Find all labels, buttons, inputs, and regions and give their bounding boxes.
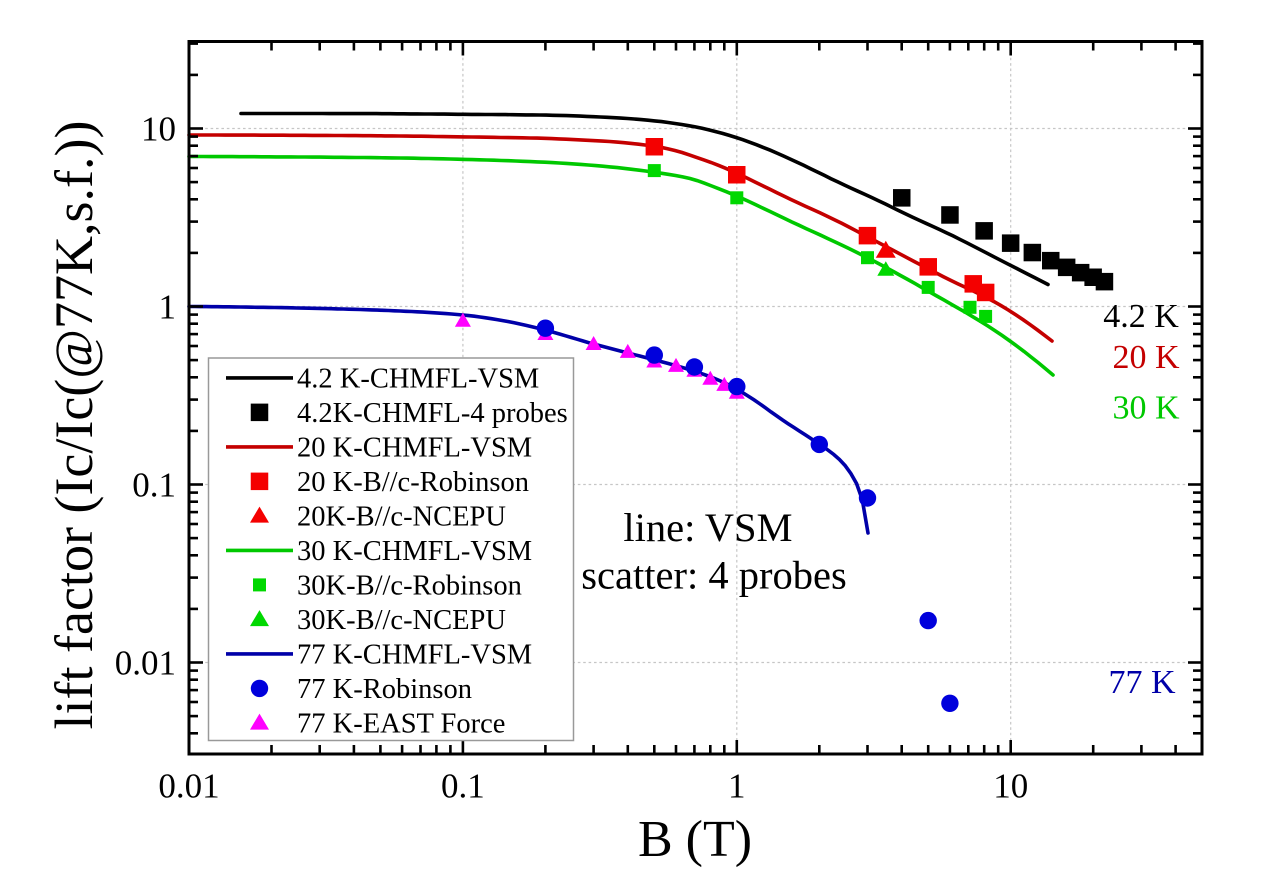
svg-text:0.1: 0.1 — [132, 465, 176, 504]
svg-text:20 K-CHMFL-VSM: 20 K-CHMFL-VSM — [297, 433, 532, 464]
svg-text:77 K-EAST Force: 77 K-EAST Force — [297, 709, 505, 740]
svg-text:10: 10 — [141, 109, 176, 148]
svg-text:30 K-CHMFL-VSM: 30 K-CHMFL-VSM — [297, 536, 532, 567]
svg-text:4.2K-CHMFL-4 probes: 4.2K-CHMFL-4 probes — [297, 398, 568, 429]
svg-text:30K-B//c-NCEPU: 30K-B//c-NCEPU — [297, 605, 506, 636]
svg-text:4.2 K: 4.2 K — [1103, 298, 1179, 335]
svg-text:1: 1 — [159, 287, 177, 326]
svg-text:lift factor (Ic/Ic(@77K,s.f.)): lift factor (Ic/Ic(@77K,s.f.)) — [44, 121, 104, 730]
svg-text:0.01: 0.01 — [158, 767, 219, 806]
svg-text:0.1: 0.1 — [441, 767, 485, 806]
svg-text:4.2 K-CHMFL-VSM: 4.2 K-CHMFL-VSM — [297, 364, 539, 395]
svg-text:0.01: 0.01 — [115, 643, 176, 682]
svg-text:B (T): B (T) — [638, 811, 752, 868]
svg-text:30 K: 30 K — [1112, 390, 1180, 427]
svg-text:scatter: 4 probes: scatter: 4 probes — [581, 553, 846, 598]
svg-text:10: 10 — [993, 767, 1028, 806]
svg-text:77 K-CHMFL-VSM: 77 K-CHMFL-VSM — [297, 640, 532, 671]
svg-text:77 K: 77 K — [1108, 664, 1176, 701]
svg-text:20K-B//c-NCEPU: 20K-B//c-NCEPU — [297, 502, 506, 533]
svg-text:20 K: 20 K — [1112, 339, 1180, 376]
svg-text:1: 1 — [728, 767, 746, 806]
svg-text:20 K-B//c-Robinson: 20 K-B//c-Robinson — [297, 467, 529, 498]
svg-text:30K-B//c-Robinson: 30K-B//c-Robinson — [297, 571, 522, 602]
svg-text:77 K-Robinson: 77 K-Robinson — [297, 674, 472, 705]
svg-text:line: VSM: line: VSM — [623, 505, 792, 550]
